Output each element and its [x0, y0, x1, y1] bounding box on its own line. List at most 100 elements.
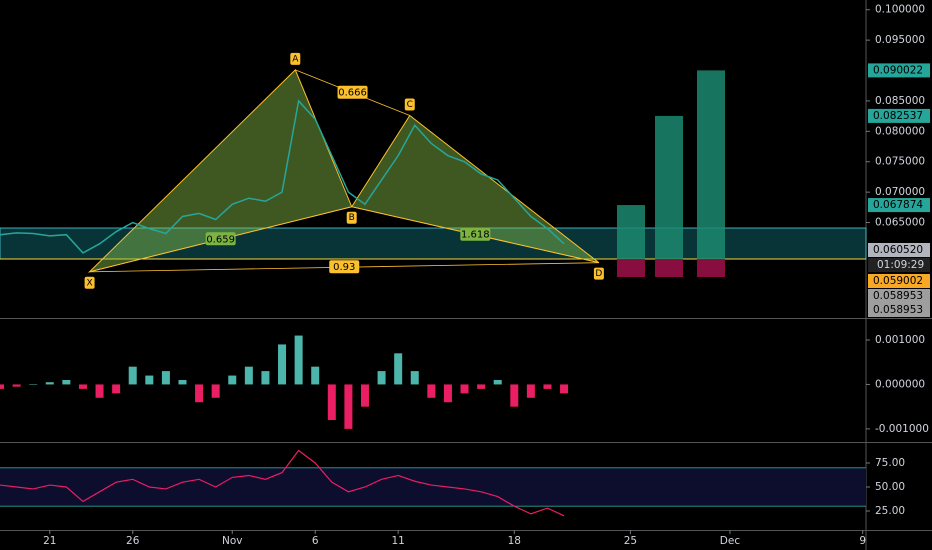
histogram-bar: [228, 375, 237, 385]
target-axis-label: 0.090022: [873, 64, 923, 76]
histogram-bar: [477, 384, 486, 389]
y-tick-label: 0.100000: [875, 4, 925, 16]
histogram-bar: [410, 371, 419, 385]
y-tick-label: 0.085000: [875, 95, 925, 107]
target-bar: [697, 70, 725, 260]
x-tick-label: 9: [859, 535, 866, 547]
y-tick-label: 0.065000: [875, 217, 925, 229]
ratio-label: 0.666: [338, 88, 367, 99]
x-tick-label: 21: [43, 535, 56, 547]
histogram-bar: [294, 335, 303, 385]
histogram-bar: [211, 384, 220, 398]
histogram-bar: [543, 384, 552, 389]
price-axis-box: [868, 274, 930, 288]
target-bar: [655, 115, 683, 260]
ratio-box: [337, 85, 368, 99]
histogram-bar: [394, 353, 403, 385]
x-tick-label: 26: [126, 535, 140, 547]
x-tick-label: 25: [624, 535, 637, 547]
histogram-bar: [311, 366, 320, 385]
y-tick-label: 0.000000: [875, 378, 925, 390]
y-tick-label: 0.095000: [875, 34, 925, 46]
pattern-point-label: X: [87, 278, 93, 288]
histogram-bar: [62, 380, 71, 385]
target-bar: [617, 205, 645, 260]
ratio-label: 0.93: [333, 262, 355, 273]
histogram-bar: [178, 380, 187, 385]
histogram-bar: [261, 371, 270, 385]
ratio-label: 1.618: [461, 230, 490, 241]
price-axis-label: 0.058953: [873, 290, 923, 302]
histogram-bar: [493, 380, 502, 385]
ratio-box: [205, 232, 236, 246]
y-tick-label: 0.080000: [875, 125, 925, 137]
histogram-bar: [427, 384, 436, 398]
price-line: [0, 99, 565, 254]
x-tick-label: 11: [391, 535, 404, 547]
price-axis-box: [868, 243, 930, 257]
y-tick-label: 75.00: [875, 457, 905, 469]
rsi-band: [0, 467, 866, 507]
price-axis-label: 0.060520: [873, 244, 923, 256]
pattern-point-box: [346, 211, 357, 224]
pattern-point-box: [84, 276, 95, 289]
target-stop: [655, 259, 683, 278]
histogram-bar: [344, 384, 353, 429]
price-axis-label: 0.058953: [873, 304, 923, 316]
target-axis-box: [868, 198, 930, 213]
target-axis-box: [868, 108, 930, 123]
histogram-bar: [460, 384, 469, 394]
histogram-bar: [12, 384, 21, 387]
histogram-bar: [195, 384, 204, 403]
pattern-point-box: [593, 267, 604, 280]
histogram-bar: [244, 366, 253, 385]
pattern-point-label: A: [292, 54, 299, 64]
histogram-bar: [95, 384, 104, 398]
y-tick-label: 0.001000: [875, 334, 925, 346]
target-stop: [697, 259, 725, 278]
histogram-bar: [443, 384, 452, 403]
y-tick-label: 50.00: [875, 481, 905, 493]
histogram-bar: [377, 371, 386, 385]
ratio-label: 0.659: [206, 234, 235, 245]
y-tick-label: 25.00: [875, 505, 905, 517]
ratio-box: [329, 260, 360, 274]
x-tick-label: Nov: [222, 535, 243, 547]
histogram-bar: [278, 344, 287, 385]
histogram-bar: [112, 384, 121, 394]
pattern-point-label: B: [349, 213, 355, 223]
histogram-bar: [327, 384, 336, 420]
pattern-point-label: D: [595, 269, 602, 279]
countdown: 01:09:29: [877, 259, 924, 271]
x-tick-label: Dec: [720, 535, 741, 547]
histogram-bar: [360, 384, 369, 407]
target-axis-label: 0.082537: [873, 110, 923, 122]
pattern-point-label: C: [407, 100, 413, 110]
histogram-bar: [510, 384, 519, 407]
target-axis-label: 0.067874: [873, 199, 923, 211]
histogram-bar: [0, 384, 4, 389]
pattern-point-box: [404, 98, 415, 111]
rsi-line: [0, 449, 565, 517]
ratio-box: [460, 227, 491, 241]
x-tick-label: 6: [312, 535, 319, 547]
histogram-bar: [29, 384, 38, 385]
histogram-bar: [145, 375, 154, 385]
histogram-bar: [560, 384, 569, 394]
histogram-bar: [526, 384, 535, 398]
price-axis-box: [868, 289, 930, 303]
target-axis-box: [868, 63, 930, 78]
y-tick-label: 0.070000: [875, 186, 925, 198]
histogram-bar: [45, 382, 54, 385]
histogram-bar: [78, 384, 87, 389]
x-tick-label: 18: [508, 535, 521, 547]
histogram-bar: [128, 366, 137, 385]
y-tick-label: -0.001000: [875, 423, 929, 435]
price-axis-box: [868, 303, 930, 317]
histogram-bar: [161, 371, 170, 385]
countdown-box: [868, 258, 930, 272]
pattern-point-box: [290, 52, 301, 65]
y-tick-label: 0.075000: [875, 156, 925, 168]
price-axis-label: 0.059002: [873, 275, 923, 287]
